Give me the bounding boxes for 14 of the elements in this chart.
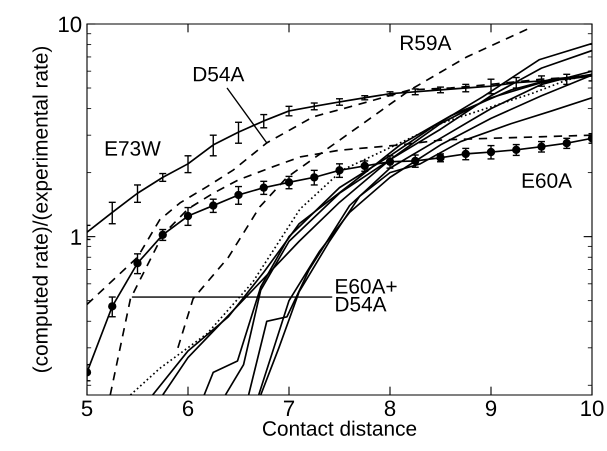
annotation: E60A+ D54A: [336, 278, 397, 312]
y-axis-title: (computed rate)/(experimental rate): [32, 46, 52, 372]
x-tick-label: 9: [486, 400, 496, 416]
x-tick-label: 10: [581, 400, 604, 416]
x-tick-label: 7: [284, 400, 294, 416]
x-tick-label: 8: [384, 400, 396, 416]
y-tick-label: 1: [71, 229, 82, 245]
annotation: E60A: [522, 173, 572, 188]
annotation: E73W: [106, 141, 161, 156]
annotation: R59A: [401, 35, 452, 50]
x-tick-label: 6: [182, 400, 194, 416]
x-tick-label: 5: [82, 400, 92, 416]
x-axis-title: Contact distance: [262, 420, 416, 436]
annotation: D54A: [194, 66, 244, 82]
